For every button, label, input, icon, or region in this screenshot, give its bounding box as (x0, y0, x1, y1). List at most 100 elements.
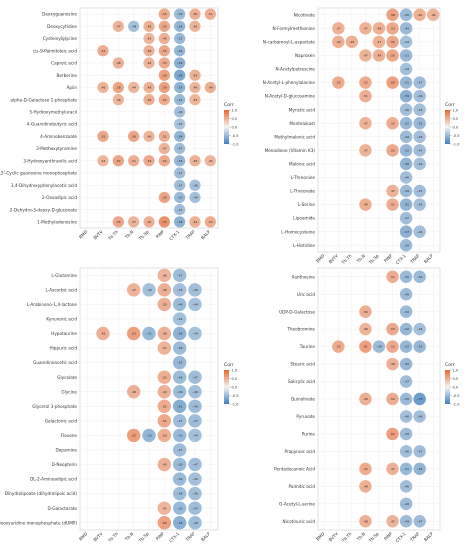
corr-circle (158, 45, 170, 57)
y-tick-label: N-Acetylputrescine (275, 67, 315, 72)
y-tick-label: Purine (302, 432, 316, 437)
corr-circle (189, 94, 201, 106)
corr-circle (399, 211, 413, 225)
corr-circle (157, 516, 172, 530)
corr-value-label: -.52 (403, 362, 409, 366)
corr-value-label: -.50 (403, 275, 409, 279)
corr-value-label: -.58 (177, 521, 183, 525)
corr-value-label: -.47 (177, 171, 183, 175)
corr-circle (413, 410, 426, 423)
x-tick-label: BVTV (328, 253, 339, 264)
corr-value-label: -.52 (417, 121, 423, 125)
corr-circle (345, 35, 359, 49)
y-tick-label: 5-Hydroxymethyluracil (29, 109, 77, 114)
corr-circle (189, 81, 201, 94)
corr-value-label: -.48 (177, 346, 183, 350)
corr-circle (189, 191, 201, 204)
y-tick-label: Menadione (Vitamin K3) (265, 148, 316, 153)
corr-value-label: .50 (390, 121, 395, 125)
y-tick-label: N-Acetyl-D-glucosamine (265, 94, 316, 99)
corr-circle (426, 8, 440, 22)
corr-value-label: .55 (101, 134, 106, 138)
corr-circle (157, 457, 172, 472)
x-tick-label: CTX-1 (168, 229, 180, 241)
corr-value-label: -.49 (177, 390, 183, 394)
corr-circle (172, 516, 187, 530)
corr-circle (413, 144, 426, 157)
corr-circle (413, 340, 426, 353)
corr-circle (413, 103, 426, 116)
legend-tick-label: 0.5 (232, 117, 238, 121)
corr-value-label: -.49 (403, 135, 409, 139)
corr-circle (332, 22, 345, 35)
corr-circle (143, 94, 155, 106)
corr-circle (386, 340, 399, 353)
corr-circle (399, 198, 413, 211)
y-tick-label: Caproic acid (51, 61, 77, 66)
corr-value-label: .53 (390, 345, 395, 349)
corr-value-label: .46 (193, 86, 198, 90)
corr-circle (97, 155, 109, 167)
corr-value-label: -.49 (403, 519, 409, 523)
corr-value-label: .51 (363, 94, 368, 98)
corr-value-label: -.54 (177, 24, 183, 28)
corr-circle (332, 76, 345, 89)
corr-value-label: -.45 (417, 203, 423, 207)
corr-circle (126, 283, 141, 297)
corr-circle (204, 81, 216, 94)
corr-value-label: -.50 (177, 433, 183, 437)
corr-circle (332, 35, 345, 49)
corr-value-label: .50 (363, 310, 368, 314)
y-tick-label: L-Ascorbic acid (46, 287, 78, 292)
y-tick-label: N-Acetyl-L-phenylalanine (263, 80, 316, 85)
corr-circle (158, 191, 170, 204)
corr-value-label: -.47 (177, 419, 183, 423)
corr-circle (386, 322, 399, 336)
y-tick-label: Quinolinate (291, 397, 316, 402)
legend-tick-label: 1.0 (232, 108, 238, 112)
corr-value-label: -.59 (403, 94, 409, 98)
corr-value-label: -.56 (177, 332, 183, 336)
legend-tick-label: -1.0 (232, 142, 240, 146)
corr-value-label: -.44 (192, 196, 198, 200)
corr-circle (174, 204, 186, 216)
y-tick-label: L-Threonate (290, 189, 315, 194)
corr-value-label: .48 (162, 332, 167, 336)
corr-circle (399, 392, 413, 406)
corr-circle (188, 486, 202, 501)
corr-value-label: .58 (162, 196, 167, 200)
corr-value-label: -.47 (192, 375, 198, 379)
y-tick-label: Propynoic acid (285, 449, 316, 454)
y-tick-label: Nicotinate (294, 12, 316, 17)
corr-circle (399, 445, 413, 458)
corr-value-label: -.46 (403, 484, 409, 488)
corr-circle (189, 20, 201, 32)
y-tick-label: Dopamine (56, 448, 78, 453)
y-tick-label: 2-Dehydro-3-deoxy-D-gluconate (10, 207, 78, 212)
corr-circle (188, 326, 202, 341)
x-tick-label: Tb.Th (106, 531, 119, 544)
corr-value-label: .59 (162, 86, 167, 90)
corr-circle (386, 49, 399, 62)
corr-value-label: .45 (162, 506, 167, 510)
corr-circle (128, 130, 140, 142)
corr-circle (142, 283, 156, 297)
corr-value-label: -.46 (192, 288, 198, 292)
corr-value-label: .46 (101, 86, 106, 90)
corr-value-label: .47 (363, 121, 368, 125)
corr-circle (413, 116, 426, 130)
corr-value-label: .55 (390, 54, 395, 58)
corr-value-label: .55 (162, 24, 167, 28)
corr-circle (332, 340, 345, 353)
corr-circle (188, 414, 202, 428)
corr-circle (174, 57, 186, 69)
corr-circle (174, 179, 186, 191)
corr-value-label: -.45 (417, 108, 423, 112)
corr-circle (158, 32, 170, 45)
x-tick-label: PINP (383, 531, 394, 542)
corr-circle (372, 340, 386, 353)
y-tick-label: Uric acid (297, 292, 316, 297)
corr-circle (174, 32, 186, 45)
corr-circle (143, 155, 155, 167)
corr-value-label: -.44 (192, 302, 198, 306)
